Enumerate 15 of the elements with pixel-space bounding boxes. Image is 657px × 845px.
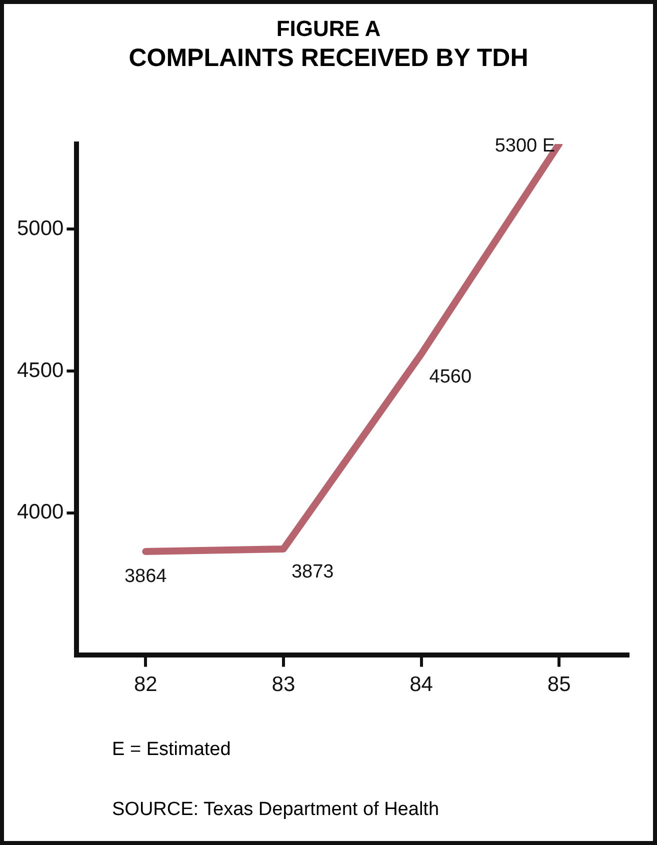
data-label: 5300 E [494,136,556,157]
chart-subtitle: COMPLAINTS RECEIVED BY TDH [128,44,530,73]
y-tick-label: 4500 [17,358,64,382]
data-label: 3864 [124,566,168,588]
chart-title: FIGURE A [275,16,382,42]
source-note: SOURCE: Texas Department of Health [112,799,440,821]
data-label: 4560 [429,366,472,388]
y-tick-label: 4000 [17,500,64,524]
x-tick-label: 85 [547,673,571,696]
x-tick-label: 84 [410,673,434,696]
data-label: 3873 [291,562,334,583]
text: E = Estimated [112,739,231,761]
y-tick-label: 5000 [17,216,64,240]
x-tick-label: 83 [272,673,296,696]
x-tick-label: 82 [134,673,158,696]
